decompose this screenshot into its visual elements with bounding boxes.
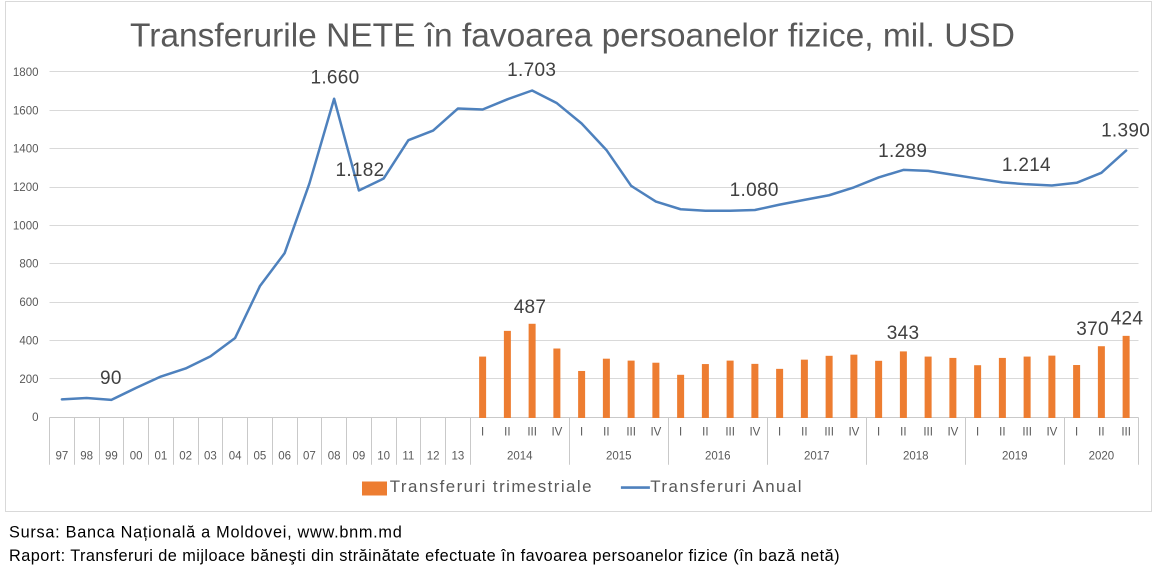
- svg-text:11: 11: [402, 451, 414, 463]
- svg-text:II: II: [801, 427, 807, 439]
- svg-text:99: 99: [105, 451, 118, 463]
- svg-text:I: I: [481, 427, 484, 439]
- svg-text:I: I: [778, 427, 781, 439]
- svg-text:400: 400: [19, 335, 38, 347]
- svg-text:IV: IV: [848, 427, 859, 439]
- svg-text:I: I: [1075, 427, 1078, 439]
- svg-text:2017: 2017: [804, 451, 830, 463]
- svg-text:424: 424: [1111, 308, 1144, 329]
- svg-text:III: III: [824, 427, 834, 439]
- svg-text:II: II: [1098, 427, 1104, 439]
- svg-text:2020: 2020: [1089, 451, 1115, 463]
- svg-text:09: 09: [352, 451, 365, 463]
- svg-text:02: 02: [179, 451, 192, 463]
- svg-text:II: II: [900, 427, 906, 439]
- svg-text:2016: 2016: [705, 451, 731, 463]
- svg-text:10: 10: [377, 451, 390, 463]
- svg-text:II: II: [603, 427, 609, 439]
- svg-text:I: I: [580, 427, 583, 439]
- svg-text:III: III: [1022, 427, 1032, 439]
- svg-text:0: 0: [32, 412, 38, 424]
- svg-text:06: 06: [278, 451, 291, 463]
- svg-text:13: 13: [451, 451, 464, 463]
- svg-text:III: III: [923, 427, 933, 439]
- svg-text:90: 90: [100, 368, 122, 389]
- svg-text:1.214: 1.214: [1002, 155, 1051, 176]
- svg-text:07: 07: [303, 451, 316, 463]
- svg-text:1800: 1800: [13, 67, 39, 79]
- svg-text:800: 800: [19, 259, 38, 271]
- svg-text:1400: 1400: [13, 144, 39, 156]
- svg-text:1.289: 1.289: [878, 141, 927, 162]
- svg-text:97: 97: [55, 451, 68, 463]
- svg-text:Sursa: Banca Națională a Moldo: Sursa: Banca Națională a Moldovei, www.b…: [9, 523, 402, 541]
- svg-text:2018: 2018: [903, 451, 929, 463]
- svg-text:I: I: [877, 427, 880, 439]
- svg-text:IV: IV: [749, 427, 760, 439]
- svg-text:1.080: 1.080: [730, 180, 779, 201]
- svg-text:200: 200: [19, 374, 38, 386]
- svg-text:04: 04: [229, 451, 242, 463]
- svg-text:III: III: [1121, 427, 1131, 439]
- svg-text:Transferurile NETE în favoarea: Transferurile NETE în favoarea persoanel…: [130, 17, 1015, 54]
- svg-text:08: 08: [328, 451, 341, 463]
- svg-text:1.660: 1.660: [310, 68, 359, 89]
- svg-text:370: 370: [1076, 319, 1109, 340]
- svg-text:I: I: [976, 427, 979, 439]
- svg-text:III: III: [626, 427, 636, 439]
- svg-text:1200: 1200: [13, 182, 39, 194]
- svg-text:600: 600: [19, 297, 38, 309]
- svg-text:2019: 2019: [1002, 451, 1028, 463]
- svg-text:IV: IV: [551, 427, 562, 439]
- svg-text:III: III: [527, 427, 537, 439]
- svg-text:2015: 2015: [606, 451, 632, 463]
- svg-text:II: II: [504, 427, 510, 439]
- svg-text:I: I: [679, 427, 682, 439]
- svg-text:343: 343: [887, 323, 920, 344]
- svg-text:12: 12: [427, 451, 440, 463]
- svg-text:II: II: [999, 427, 1005, 439]
- svg-text:Transferuri trimestriale: Transferuri trimestriale: [390, 477, 593, 496]
- svg-text:II: II: [702, 427, 708, 439]
- svg-text:IV: IV: [1046, 427, 1057, 439]
- svg-text:98: 98: [80, 451, 93, 463]
- svg-text:1.390: 1.390: [1101, 121, 1150, 142]
- svg-text:IV: IV: [947, 427, 958, 439]
- svg-text:01: 01: [154, 451, 167, 463]
- svg-text:1600: 1600: [13, 105, 39, 117]
- svg-text:2014: 2014: [507, 451, 533, 463]
- svg-text:05: 05: [253, 451, 266, 463]
- svg-text:487: 487: [514, 297, 547, 318]
- svg-text:Transferuri Anual: Transferuri Anual: [650, 477, 803, 496]
- svg-text:IV: IV: [650, 427, 661, 439]
- svg-text:03: 03: [204, 451, 217, 463]
- svg-text:1000: 1000: [13, 220, 39, 232]
- svg-text:1.182: 1.182: [335, 160, 384, 181]
- svg-text:III: III: [725, 427, 735, 439]
- svg-text:00: 00: [130, 451, 143, 463]
- svg-text:Raport: Transferuri de mijloac: Raport: Transferuri de mijloace băneşti …: [9, 547, 840, 565]
- svg-text:1.703: 1.703: [507, 60, 556, 81]
